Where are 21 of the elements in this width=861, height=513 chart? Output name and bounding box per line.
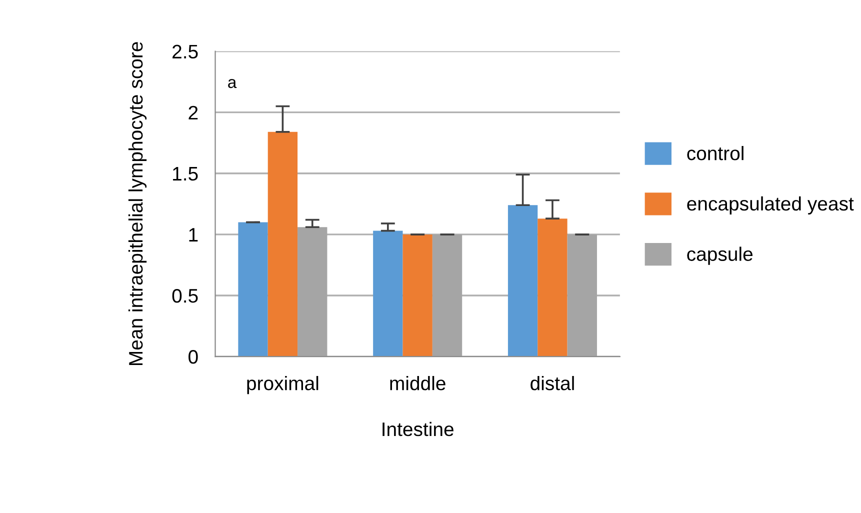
y-tick-label: 2.5 [172,44,198,59]
bar [268,132,298,357]
y-tick-label: 1.5 [173,167,198,181]
bar [373,230,403,357]
x-tick-label: proximal [247,376,318,394]
legend-label: control [687,146,744,160]
x-tick-label: middle [390,376,446,390]
annotation: a [228,78,237,88]
y-axis-title: Mean intraepithelial lymphocyte score [128,42,147,365]
x-tick-label: distal [530,376,574,390]
bar [538,218,568,357]
x-axis-title: Intestine [382,422,454,436]
y-tick-label: 0 [188,350,198,364]
y-tick-label: 1 [189,228,198,242]
bar [238,222,268,357]
bar [508,205,538,357]
legend-label: capsule [687,246,753,265]
bar [402,234,432,357]
y-tick-label: 2 [188,106,198,120]
legend-label: encapsulated yeast [687,196,854,214]
y-tick-label: 0.5 [172,288,198,303]
